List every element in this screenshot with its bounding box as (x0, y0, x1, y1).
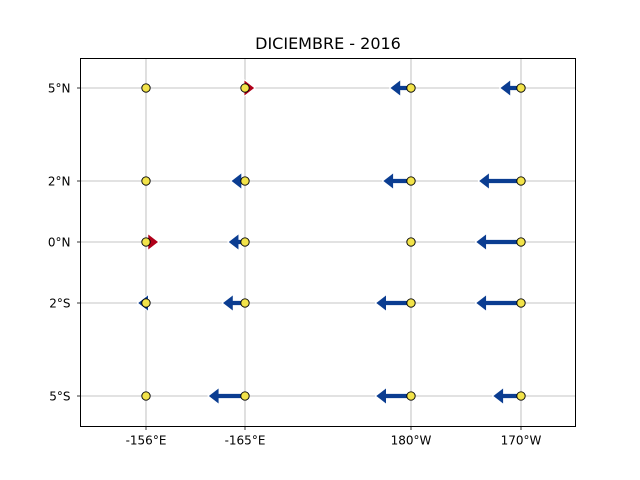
station-marker (516, 83, 526, 93)
plot-frame (80, 58, 576, 427)
westward-vector-arrow (374, 386, 412, 406)
station-marker (406, 83, 416, 93)
station-marker (516, 176, 526, 186)
x-tick-label: -165°E (225, 434, 266, 448)
station-marker (141, 298, 151, 308)
station-marker (406, 176, 416, 186)
station-marker (406, 298, 416, 308)
x-tick-label: 170°W (501, 434, 542, 448)
y-tick-label: 0°N (48, 236, 71, 250)
x-tick-label: 180°W (391, 434, 432, 448)
axis-ticks: -156°E -165°E 180°W 170°W 5°N 2°N 0°N 2°S 5°S (48, 82, 542, 448)
station-marker (141, 237, 151, 247)
station-marker (516, 298, 526, 308)
station-marker (240, 237, 250, 247)
westward-vector-arrow (474, 232, 522, 252)
station-marker (406, 391, 416, 401)
station-marker (240, 298, 250, 308)
station-marker (141, 176, 151, 186)
station-marker (141, 391, 151, 401)
y-tick-label: 5°S (49, 390, 70, 404)
station-marker (516, 237, 526, 247)
westward-vector-arrow (374, 293, 412, 313)
westward-vector-arrow (474, 293, 522, 313)
y-tick-label: 5°N (48, 82, 71, 96)
westward-vector-arrow (477, 171, 522, 191)
station-marker (240, 391, 250, 401)
station-markers (141, 83, 526, 401)
y-tick-label: 2°N (48, 175, 71, 189)
station-marker (240, 176, 250, 186)
station-marker (141, 83, 151, 93)
x-tick-label: -156°E (126, 434, 167, 448)
station-marker (406, 237, 416, 247)
y-tick-label: 2°S (49, 297, 70, 311)
station-marker (516, 391, 526, 401)
westward-vector-arrow (207, 386, 246, 406)
station-marker (240, 83, 250, 93)
chart-title: DICIEMBRE - 2016 (255, 34, 401, 53)
